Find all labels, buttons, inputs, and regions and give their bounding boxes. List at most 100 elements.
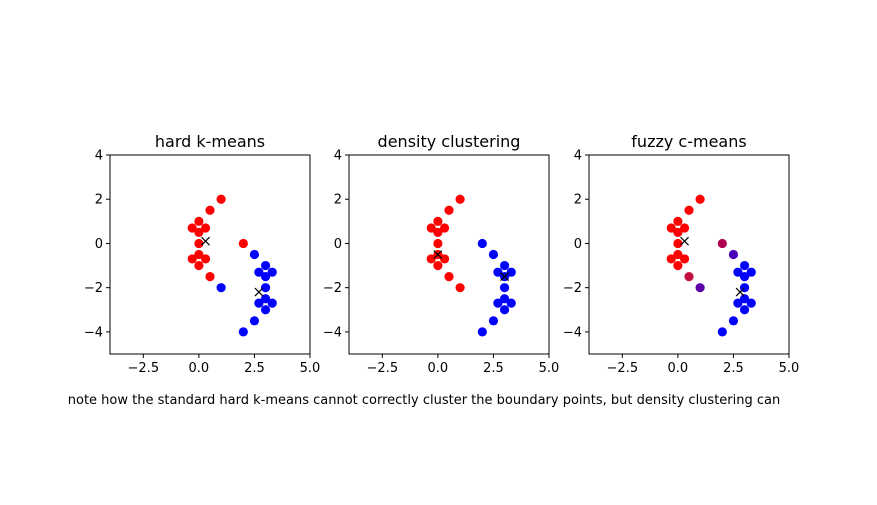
cluster-center-marker — [500, 272, 509, 282]
data-point — [200, 254, 211, 264]
x-tick-label: 0.0 — [189, 361, 210, 376]
data-point — [666, 254, 676, 264]
data-point — [433, 238, 443, 249]
y-tick-label: −2 — [323, 281, 342, 296]
x-tick-label: 2.5 — [483, 361, 504, 376]
data-point — [455, 283, 465, 293]
data-point — [260, 272, 271, 282]
center-stroke — [735, 287, 745, 297]
data-point — [254, 267, 264, 277]
data-point — [739, 305, 750, 315]
data-point — [679, 254, 690, 264]
data-point — [493, 298, 503, 308]
x-tick-label: 5.0 — [300, 361, 321, 376]
cluster-center-marker — [680, 236, 689, 246]
cluster-center-marker — [201, 236, 210, 246]
data-point — [746, 267, 756, 277]
y-tick-label: 0 — [574, 237, 582, 252]
data-point — [444, 272, 454, 282]
subplot-title: fuzzy c-means — [631, 132, 746, 151]
data-point — [433, 260, 443, 271]
data-point — [488, 249, 499, 260]
data-point — [205, 272, 215, 282]
data-point — [249, 316, 260, 326]
axes-frame — [588, 154, 790, 355]
data-point — [439, 254, 450, 264]
data-point — [194, 216, 204, 226]
subplot-1: hard k-means −2.5 0.0 2.5 5.0 −4 −2 0 2 4 — [84, 132, 321, 376]
data-point — [728, 316, 739, 326]
data-point — [200, 223, 211, 233]
data-point — [433, 227, 443, 237]
data-point — [728, 249, 739, 260]
y-tick-label: 4 — [574, 149, 582, 164]
data-point — [695, 283, 705, 293]
figure-caption: note how the standard hard k-means canno… — [68, 393, 780, 408]
data-point — [194, 227, 204, 237]
data-point — [506, 298, 516, 308]
data-point — [187, 254, 197, 264]
x-tick-label: −2.5 — [607, 361, 639, 376]
data-point — [249, 249, 260, 260]
x-tick-label: 0.0 — [428, 361, 449, 376]
data-point — [260, 260, 271, 271]
y-tick-label: −2 — [563, 281, 582, 296]
data-point — [426, 254, 436, 264]
data-point — [238, 238, 248, 249]
data-point — [684, 272, 694, 282]
data-point — [433, 216, 443, 226]
y-tick-label: −4 — [323, 325, 342, 340]
data-point — [499, 283, 510, 293]
subplot-2: density clustering −2.5 0.0 2.5 5.0 −4 −2 0 2 4 — [323, 132, 560, 376]
y-tick-label: −4 — [84, 325, 103, 340]
center-stroke — [500, 272, 509, 282]
data-point — [739, 272, 750, 282]
cluster-center-marker — [254, 287, 264, 297]
data-point — [673, 216, 683, 226]
data-point — [216, 194, 226, 204]
cluster-center-marker — [735, 287, 745, 297]
data-point — [733, 298, 743, 308]
data-point — [267, 298, 277, 308]
y-tick-label: −2 — [84, 281, 103, 296]
center-stroke — [433, 250, 443, 259]
data-point — [205, 205, 215, 215]
y-tick-label: 0 — [334, 237, 342, 252]
center-stroke — [680, 236, 689, 246]
data-point — [684, 205, 694, 215]
center-stroke — [201, 236, 210, 246]
data-point — [439, 223, 450, 233]
x-tick-label: 5.0 — [779, 361, 800, 376]
x-tick-label: 5.0 — [539, 361, 560, 376]
data-point — [733, 267, 743, 277]
y-tick-label: 4 — [334, 149, 342, 164]
data-point — [238, 327, 248, 337]
data-point — [673, 249, 683, 260]
subplot-title: hard k-means — [155, 132, 265, 151]
x-tick-label: −2.5 — [367, 361, 399, 376]
x-tick-label: 2.5 — [723, 361, 744, 376]
data-point — [187, 223, 197, 233]
cluster-center-marker — [433, 250, 443, 259]
subplots: hard k-means−2.5 0.0 2.5 5.0−4−2024density … — [84, 132, 800, 376]
y-tick-label: 2 — [574, 193, 582, 208]
data-point — [444, 205, 454, 215]
data-point — [194, 238, 204, 249]
data-point — [260, 294, 271, 304]
data-point — [477, 327, 487, 337]
data-point — [673, 227, 683, 237]
data-point — [679, 223, 690, 233]
y-tick-label: 2 — [95, 193, 103, 208]
data-point — [488, 316, 499, 326]
x-tick-label: 0.0 — [668, 361, 689, 376]
y-tick-label: 0 — [95, 237, 103, 252]
axes-frame — [109, 154, 311, 355]
data-point — [666, 223, 676, 233]
data-point — [260, 283, 271, 293]
axes-frame — [348, 154, 550, 355]
data-point — [717, 238, 727, 249]
data-point — [493, 267, 503, 277]
data-point — [455, 194, 465, 204]
data-point — [194, 249, 204, 260]
